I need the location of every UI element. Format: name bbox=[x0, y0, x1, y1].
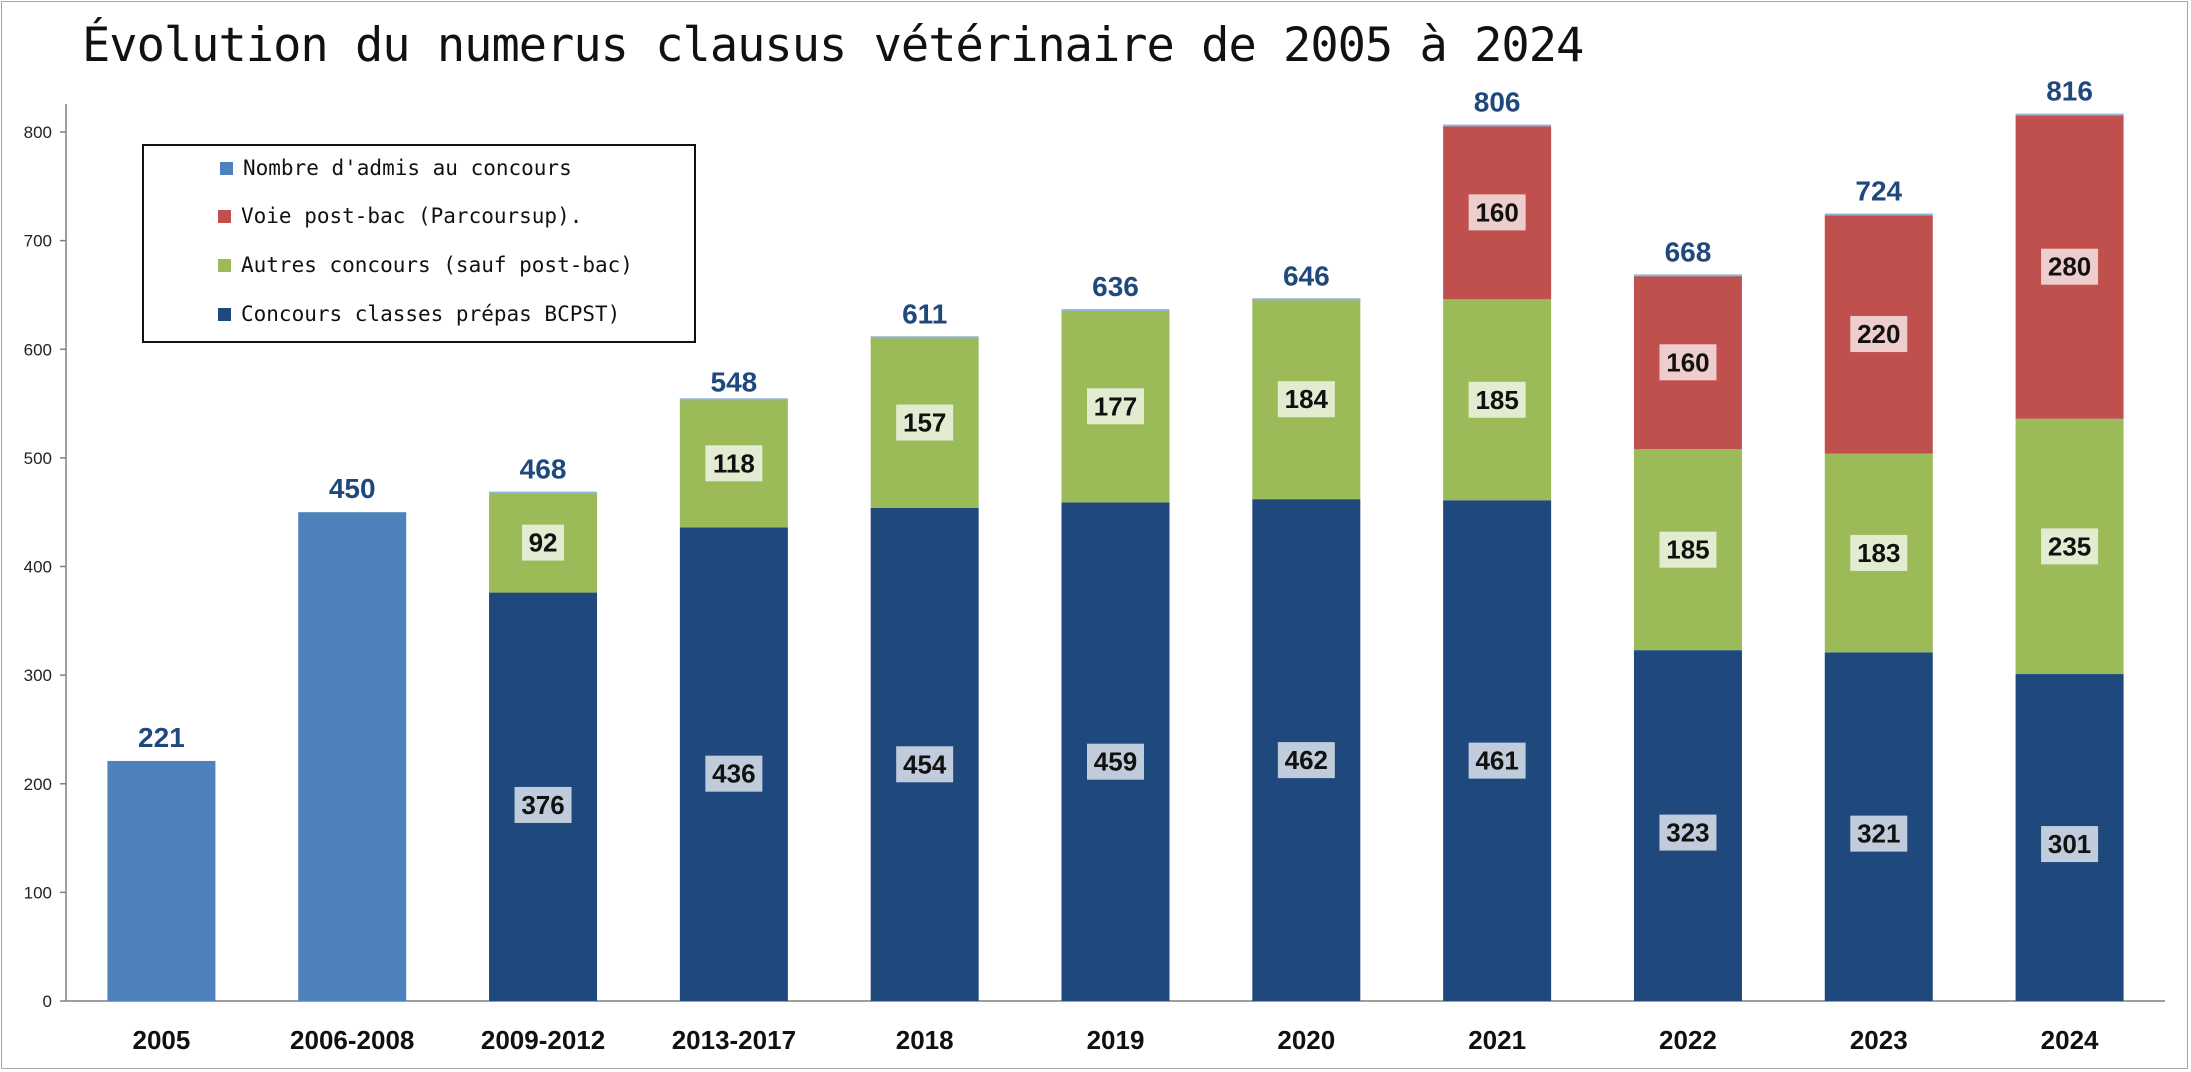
bar-value-box bbox=[522, 524, 565, 561]
bar-value-box bbox=[896, 746, 954, 783]
bar-total-label: 724 bbox=[1855, 176, 1902, 207]
bar-value-box bbox=[1468, 381, 1526, 418]
bar-total-label: 468 bbox=[520, 454, 567, 485]
bar-value-box bbox=[705, 445, 763, 482]
bar-value-label: 301 bbox=[2048, 829, 2091, 859]
x-category-label: 2006-2008 bbox=[290, 1025, 414, 1055]
bar-value-label: 462 bbox=[1285, 745, 1328, 775]
y-tick-label: 200 bbox=[24, 775, 52, 794]
bar-total-label: 636 bbox=[1092, 271, 1139, 302]
y-tick-label: 100 bbox=[24, 883, 52, 902]
bar-total-label: 450 bbox=[329, 473, 376, 504]
bar-value-box bbox=[1659, 531, 1717, 568]
y-tick-label: 0 bbox=[43, 992, 52, 1011]
bar-value-box bbox=[2041, 248, 2099, 285]
bar-value-label: 92 bbox=[529, 528, 558, 558]
bar-value-label: 436 bbox=[712, 759, 755, 789]
bar-value-label: 118 bbox=[713, 448, 755, 478]
chart-legend: Nombre d'admis au concours Voie post-bac … bbox=[142, 144, 696, 343]
y-tick-label: 400 bbox=[24, 558, 52, 577]
bar-value-box bbox=[1468, 742, 1526, 779]
bar-value-label: 461 bbox=[1475, 746, 1518, 776]
bar-value-label: 235 bbox=[2048, 531, 2091, 561]
x-category-label: 2009-2012 bbox=[481, 1025, 605, 1055]
bar-value-box bbox=[896, 404, 954, 441]
legend-label: Voie post-bac (Parcoursup). bbox=[241, 204, 583, 228]
legend-label: Nombre d'admis au concours bbox=[243, 156, 572, 180]
legend-swatch bbox=[218, 307, 231, 321]
bar-value-label: 183 bbox=[1857, 538, 1900, 568]
bar-total-label: 611 bbox=[902, 298, 947, 329]
y-tick-label: 500 bbox=[24, 449, 52, 468]
bar-value-box bbox=[1659, 344, 1717, 381]
legend-label: Autres concours (sauf post-bac) bbox=[241, 253, 633, 277]
bar-value-label: 185 bbox=[1475, 385, 1518, 415]
x-category-label: 2024 bbox=[2041, 1025, 2099, 1055]
bar-value-box bbox=[1850, 316, 1908, 353]
x-category-label: 2018 bbox=[896, 1025, 954, 1055]
bar-value-label: 185 bbox=[1666, 535, 1709, 565]
bar-value-label: 321 bbox=[1857, 819, 1900, 849]
bar-value-label: 157 bbox=[903, 408, 946, 438]
bar-total-label: 816 bbox=[2046, 76, 2093, 107]
y-tick-label: 600 bbox=[24, 340, 52, 359]
bar-value-label: 323 bbox=[1666, 818, 1709, 848]
bar-value-box bbox=[705, 755, 763, 792]
legend-item: Concours classes prépas BCPST) bbox=[218, 299, 620, 329]
bar-value-box bbox=[1659, 814, 1717, 851]
legend-item: Voie post-bac (Parcoursup). bbox=[218, 201, 582, 231]
bar-value-box bbox=[1468, 194, 1526, 231]
legend-item: Autres concours (sauf post-bac) bbox=[218, 250, 633, 280]
chart-title: Évolution du numerus clausus vétérinaire… bbox=[82, 18, 1584, 73]
bar-value-label: 376 bbox=[521, 790, 564, 820]
bar-total-label: 548 bbox=[711, 367, 758, 398]
bar-value-box bbox=[2041, 528, 2099, 565]
bar-value-label: 184 bbox=[1285, 384, 1329, 414]
x-category-label: 2022 bbox=[1659, 1025, 1717, 1055]
legend-label: Concours classes prépas BCPST) bbox=[241, 302, 621, 326]
bar-value-box bbox=[2041, 826, 2099, 863]
legend-swatch bbox=[218, 258, 231, 272]
bar-value-label: 220 bbox=[1857, 319, 1900, 349]
bar-value-box bbox=[1087, 388, 1144, 425]
x-category-label: 2013-2017 bbox=[672, 1025, 796, 1055]
bar-total-label: 221 bbox=[138, 722, 185, 753]
legend-swatch bbox=[220, 161, 233, 175]
y-tick-label: 800 bbox=[24, 123, 52, 142]
bar-value-box bbox=[1850, 815, 1908, 852]
bar-total-label: 646 bbox=[1283, 260, 1330, 291]
x-category-label: 2019 bbox=[1087, 1025, 1145, 1055]
x-category-label: 2021 bbox=[1468, 1025, 1526, 1055]
bar-value-box bbox=[1277, 381, 1335, 418]
bar-value-label: 280 bbox=[2048, 252, 2091, 282]
bar-value-label: 160 bbox=[1475, 197, 1518, 227]
bar-value-label: 459 bbox=[1094, 747, 1137, 777]
bar-value-box bbox=[1087, 743, 1144, 780]
bar-value-box bbox=[1277, 742, 1335, 779]
bar-value-box bbox=[514, 786, 572, 823]
bar-total-label: 668 bbox=[1665, 236, 1712, 267]
legend-swatch bbox=[218, 209, 231, 223]
bar-segment bbox=[107, 760, 216, 1001]
y-tick-label: 700 bbox=[24, 232, 52, 251]
x-category-label: 2005 bbox=[132, 1025, 190, 1055]
bar-segment bbox=[298, 512, 407, 1001]
bar-value-label: 454 bbox=[903, 749, 947, 779]
x-category-label: 2023 bbox=[1850, 1025, 1908, 1055]
bar-value-label: 160 bbox=[1666, 347, 1709, 377]
bar-total-label: 806 bbox=[1474, 86, 1521, 117]
bar-value-label: 177 bbox=[1094, 391, 1137, 421]
y-tick-label: 300 bbox=[24, 666, 52, 685]
x-category-label: 2020 bbox=[1277, 1025, 1335, 1055]
legend-item: Nombre d'admis au concours bbox=[220, 153, 572, 183]
bar-value-box bbox=[1850, 534, 1908, 571]
